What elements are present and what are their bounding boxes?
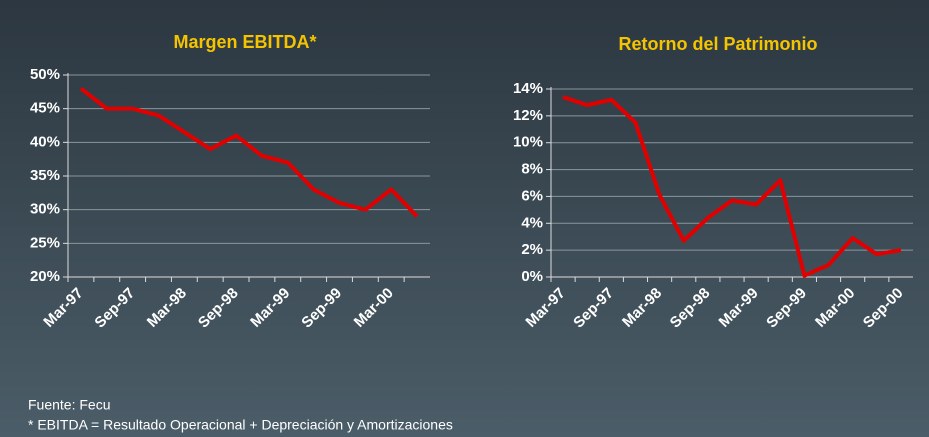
y-tick-label: 40% [30,133,60,150]
x-tick-label: Mar-99 [716,285,762,331]
y-tick-label: 6% [521,187,543,204]
x-tick-label: Mar-00 [351,285,397,331]
y-tick-label: 2% [521,241,543,258]
x-tick-label: Sep-98 [195,285,242,332]
chart-title: Retorno del Patrimonio [618,34,817,54]
y-tick-label: 35% [30,167,60,184]
footnote: * EBITDA = Resultado Operacional + Depre… [28,417,453,433]
y-tick-label: 12% [513,107,543,124]
y-tick-label: 10% [513,134,543,151]
x-tick-label: Sep-98 [667,285,714,332]
chart-title: Margen EBITDA* [173,32,316,52]
data-line [79,86,419,218]
x-tick-label: Mar-98 [144,285,190,331]
x-tick-label: Sep-97 [91,285,138,332]
y-tick-label: 30% [30,201,60,218]
y-tick-label: 50% [30,66,60,83]
x-tick-label: Mar-99 [247,285,293,331]
y-tick-label: 45% [30,100,60,117]
y-tick-label: 4% [521,214,543,231]
data-line [562,95,902,278]
x-tick-label: Mar-97 [522,285,568,331]
y-tick-label: 8% [521,161,543,178]
x-tick-label: Mar-97 [40,285,86,331]
x-tick-label: Sep-00 [860,285,907,332]
y-tick-label: 20% [30,268,60,285]
source: Fuente: Fecu [28,397,111,413]
y-tick-label: 25% [30,234,60,251]
x-tick-label: Sep-97 [570,285,617,332]
x-tick-label: Mar-00 [812,285,858,331]
y-tick-label: 0% [521,268,543,285]
x-tick-label: Sep-99 [298,285,345,332]
x-tick-label: Mar-98 [619,285,665,331]
x-tick-label: Sep-99 [763,285,810,332]
y-tick-label: 14% [513,80,543,97]
